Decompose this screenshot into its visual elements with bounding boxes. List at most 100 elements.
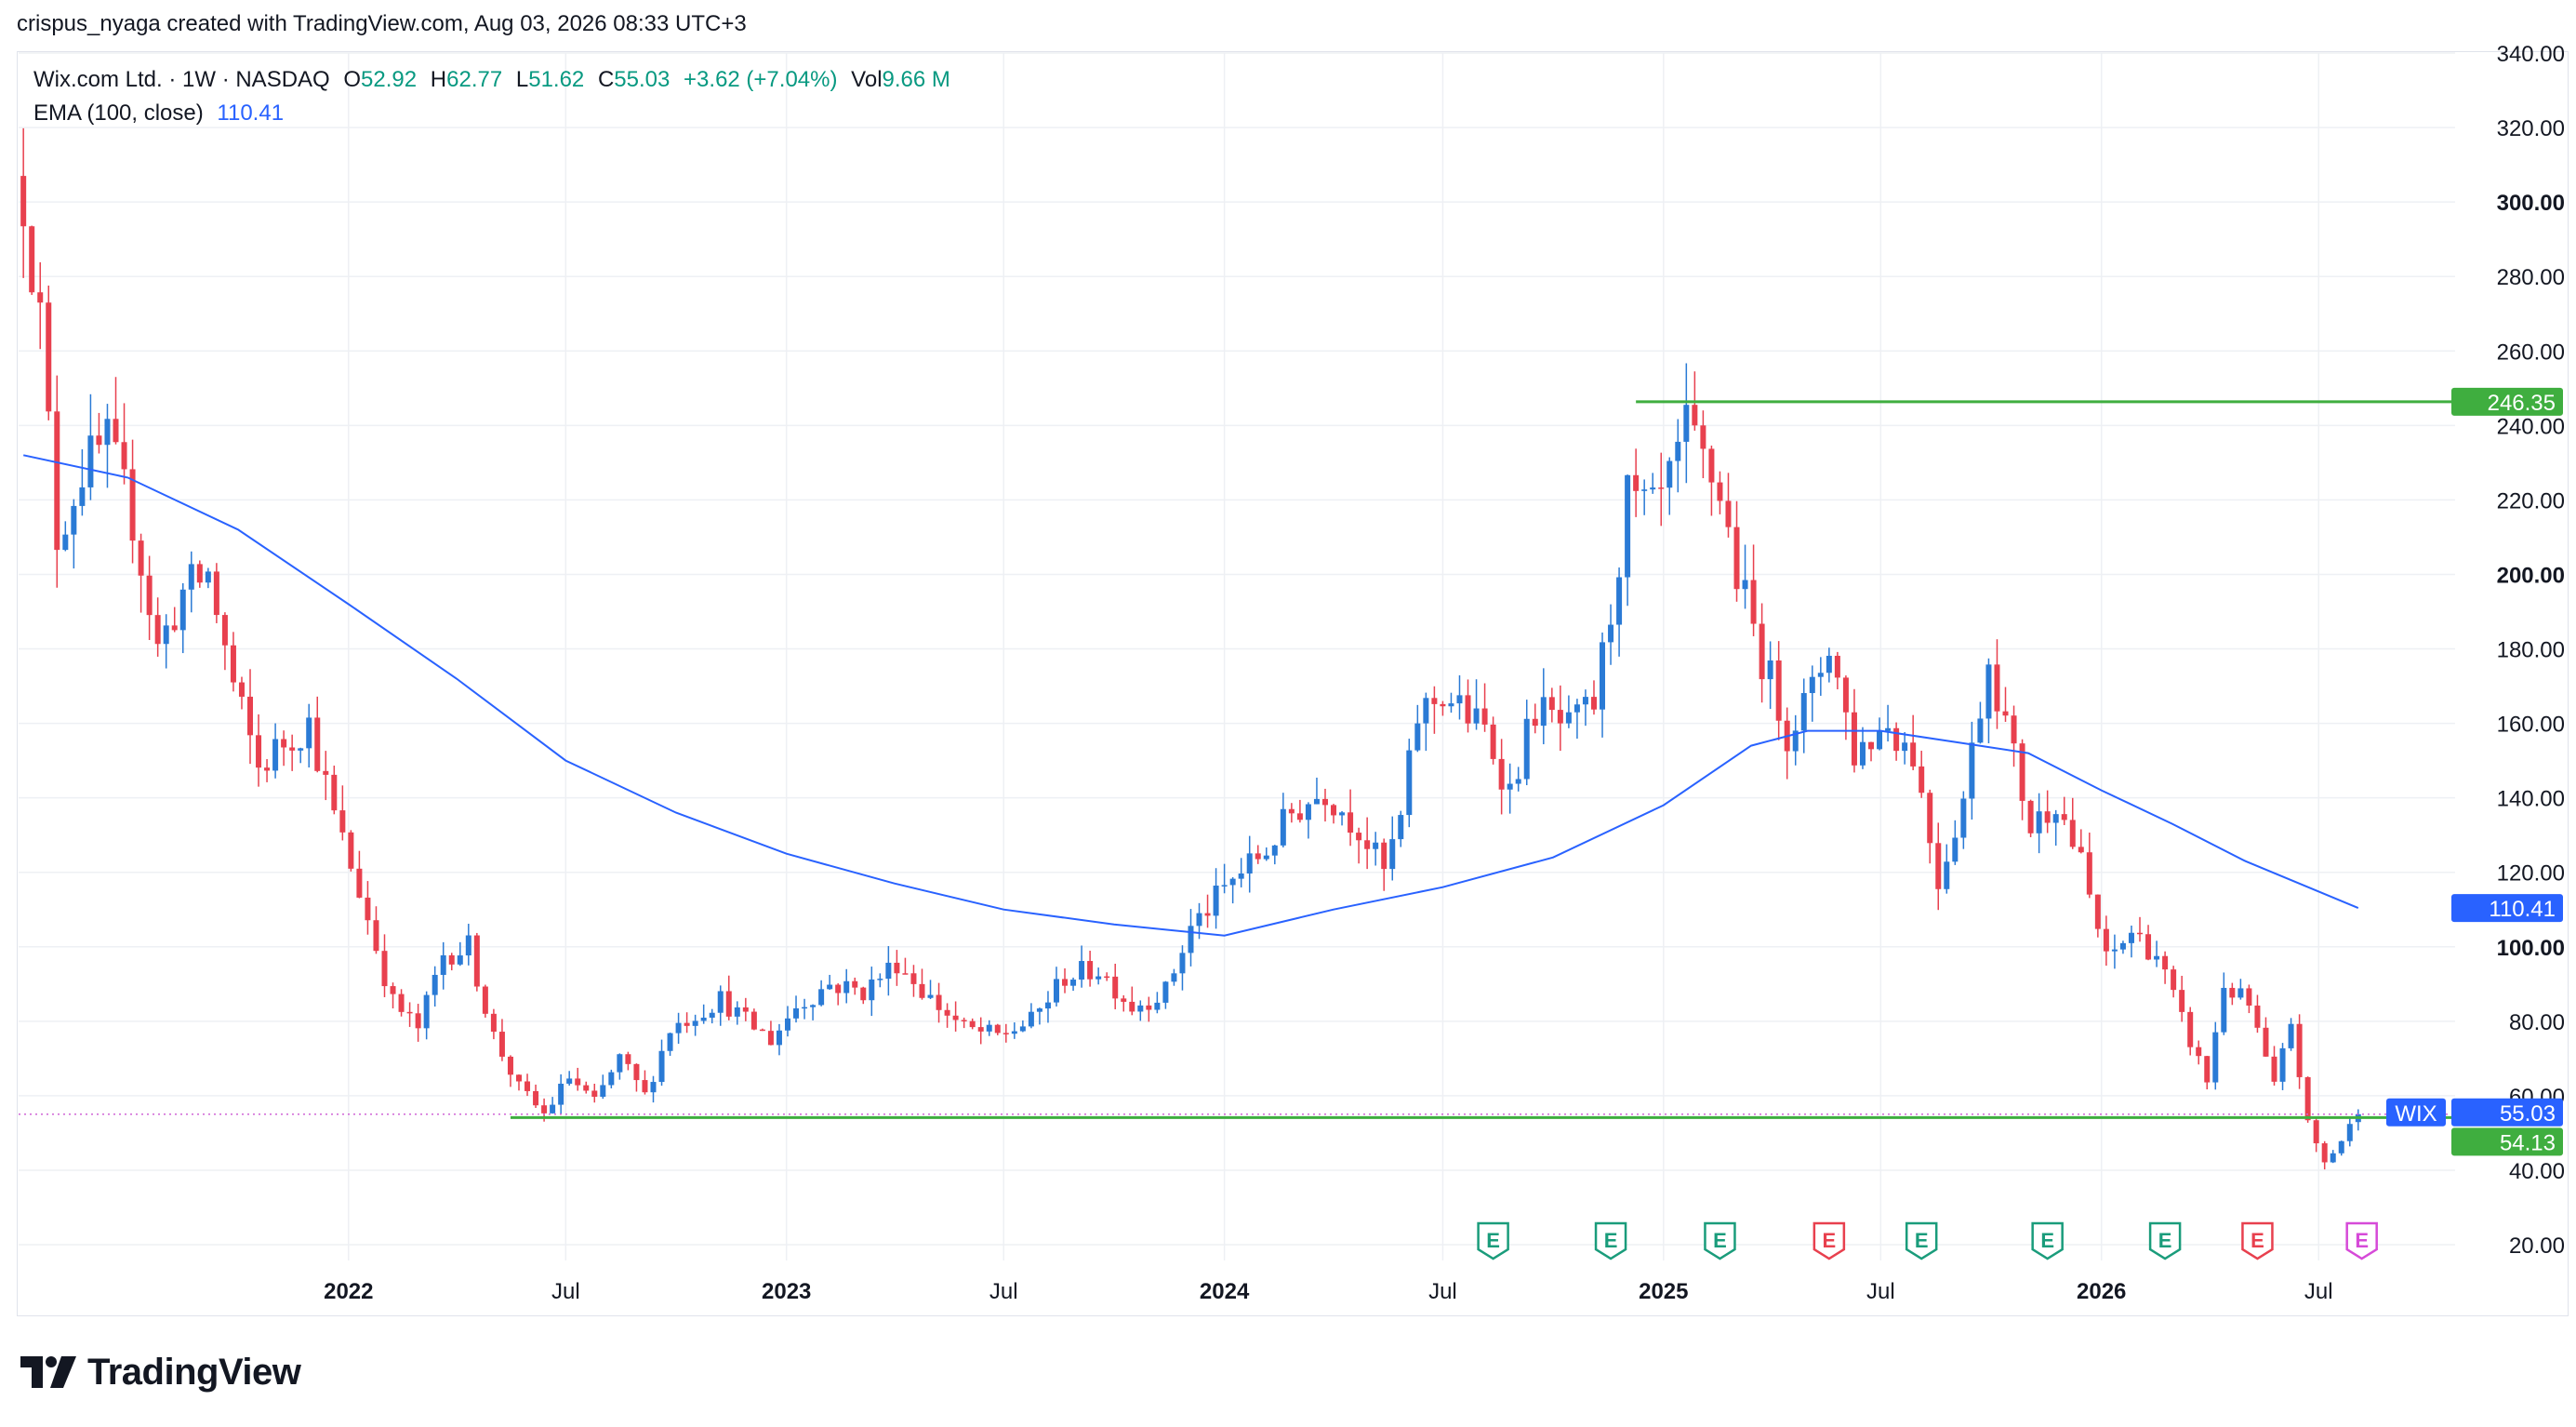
candle-body — [717, 991, 724, 1013]
candle-body — [852, 980, 858, 988]
candle-body — [1498, 758, 1505, 790]
candle-body — [29, 226, 35, 293]
legend-open-label: O — [343, 67, 362, 92]
candle-body — [700, 1017, 707, 1021]
candle-body — [1633, 474, 1640, 491]
candle-body — [2128, 932, 2134, 943]
y-tick-label: 200.00 — [2497, 563, 2565, 588]
candle-body — [625, 1054, 631, 1064]
candle-body — [1339, 812, 1346, 816]
candle-body — [1137, 1005, 1144, 1012]
candle-body — [339, 810, 346, 833]
candle-body — [1414, 723, 1421, 751]
candle-body — [650, 1082, 657, 1093]
footer-branding[interactable]: TradingView — [20, 1351, 301, 1394]
candle-body — [1952, 837, 1959, 862]
candle-body — [298, 748, 304, 751]
earnings-marker-icon[interactable] — [2031, 1221, 2064, 1260]
legend-change: +3.62 (+7.04%) — [684, 67, 838, 92]
candle-body — [323, 770, 329, 775]
candle-body — [1573, 704, 1580, 713]
candle-body — [1305, 804, 1311, 820]
candle-body — [1490, 724, 1496, 759]
candle-body — [2002, 711, 2009, 716]
candle-body — [398, 994, 405, 1012]
y-tick-label: 260.00 — [2497, 340, 2565, 365]
candle-body — [994, 1024, 1001, 1034]
candle-body — [1582, 697, 1588, 705]
candle-body — [507, 1056, 513, 1075]
candle-body — [2069, 820, 2076, 847]
legend-symbol[interactable]: Wix.com Ltd. · 1W · NASDAQ — [33, 67, 330, 92]
tradingview-brand: TradingView — [87, 1351, 301, 1393]
candle-body — [1423, 698, 1429, 724]
candle-body — [784, 1018, 790, 1031]
candle-body — [188, 564, 194, 590]
x-tick-label: 2026 — [2077, 1279, 2126, 1304]
y-tick-label: 140.00 — [2497, 787, 2565, 812]
legend-volume-label: Vol — [851, 67, 883, 92]
candle-body — [759, 1029, 765, 1032]
symbol-tag[interactable]: WIX — [2395, 1101, 2437, 1127]
candle-body — [272, 739, 279, 771]
chart-credit: crispus_nyaga created with TradingView.c… — [17, 11, 747, 36]
candle-body — [1692, 405, 1698, 426]
earnings-marker-letter: E — [1604, 1229, 1618, 1252]
candle-body — [533, 1090, 539, 1106]
symbol-tag-bg — [2386, 1098, 2446, 1127]
candle-body — [1271, 845, 1278, 856]
candle-body — [1641, 489, 1648, 491]
last-price-label: 55.03 — [2500, 1101, 2556, 1127]
ema-price-label-bg — [2451, 894, 2563, 923]
y-tick-label: 320.00 — [2497, 116, 2565, 141]
legend: Wix.com Ltd. · 1W · NASDAQ O52.92 H62.77… — [33, 63, 950, 130]
candle-body — [1893, 727, 1900, 752]
earnings-marker-icon[interactable] — [1812, 1221, 1846, 1260]
candle-body — [1944, 861, 1950, 889]
candle-body — [440, 954, 446, 975]
candle-body — [1767, 660, 1773, 680]
candle-body — [802, 1007, 808, 1009]
candle-body — [1910, 742, 1917, 767]
candle-body — [1296, 813, 1303, 820]
legend-ohlc-row: Wix.com Ltd. · 1W · NASDAQ O52.92 H62.77… — [33, 63, 950, 97]
earnings-marker-letter: E — [1915, 1229, 1929, 1252]
price-chart[interactable]: 340.00 320.00 300.00 280.00 260.00 240.00 220.… — [0, 0, 2576, 1330]
x-tick-label: Jul — [1428, 1279, 1457, 1304]
candle-body — [692, 1020, 698, 1026]
candle-body — [750, 1011, 757, 1030]
candle-body — [373, 920, 379, 952]
candle-body — [1927, 793, 1933, 844]
candle-body — [1331, 805, 1337, 816]
earnings-marker-icon[interactable] — [1905, 1221, 1938, 1260]
level-price-label-bg — [2451, 387, 2563, 416]
candle-body — [600, 1085, 606, 1097]
candle-body — [1650, 487, 1656, 490]
candle-body — [1700, 425, 1706, 449]
earnings-marker-icon[interactable] — [2241, 1221, 2274, 1260]
candle-body — [793, 1007, 800, 1019]
candle-body — [1011, 1031, 1017, 1034]
ema-line[interactable] — [22, 454, 2359, 937]
candle-body — [1877, 730, 1883, 750]
legend-low-label: L — [515, 67, 529, 92]
earnings-marker-icon[interactable] — [1704, 1221, 1736, 1260]
candle-body — [1792, 730, 1799, 752]
legend-ema-label[interactable]: EMA (100, close) — [33, 100, 204, 126]
candle-body — [742, 1007, 749, 1012]
earnings-marker-icon[interactable] — [2345, 1221, 2378, 1260]
candle-body — [213, 571, 219, 616]
candle-body — [1565, 712, 1572, 724]
legend-high-label: H — [430, 67, 447, 92]
candle-body — [1750, 580, 1757, 624]
candle-body — [498, 1032, 505, 1057]
candle-body — [1229, 878, 1236, 886]
candle-body — [675, 1022, 682, 1034]
candle-body — [1238, 874, 1244, 879]
candle-body — [524, 1081, 531, 1091]
candle-body — [1616, 577, 1623, 625]
earnings-marker-icon[interactable] — [1594, 1221, 1627, 1260]
earnings-marker-icon[interactable] — [1477, 1221, 1509, 1260]
earnings-marker-icon[interactable] — [2148, 1221, 2182, 1260]
candle-body — [1456, 695, 1463, 704]
